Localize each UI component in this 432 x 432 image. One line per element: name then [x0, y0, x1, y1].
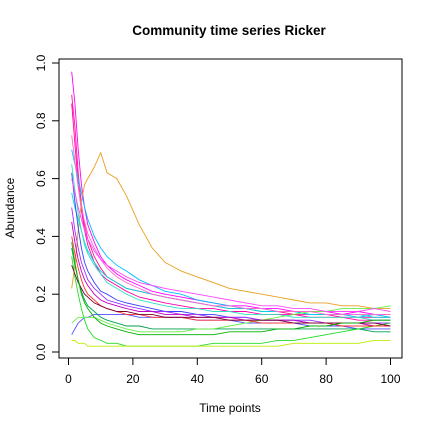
y-tick-label: 0.6	[34, 170, 48, 187]
series-line-11	[71, 247, 391, 333]
series-line-14	[71, 339, 391, 347]
series-line-10	[71, 221, 391, 327]
series-layer	[71, 71, 391, 347]
series-line-3	[71, 103, 391, 321]
series-line-20	[71, 242, 391, 336]
y-tick-label: 0.8	[34, 112, 48, 129]
x-tick-label: 20	[126, 372, 140, 386]
series-line-5	[71, 149, 391, 318]
y-tick-label: 0.2	[34, 286, 48, 303]
y-tick-label: 0.0	[34, 343, 48, 360]
series-line-15	[71, 236, 391, 327]
series-line-6	[71, 192, 391, 318]
series-line-4	[71, 151, 391, 310]
y-axis: 0.0 0.2 0.4 0.6 0.8 1.0	[34, 54, 60, 360]
x-tick-label: 40	[191, 372, 205, 386]
x-axis-label: Time points	[199, 401, 261, 415]
y-tick-label: 1.0	[34, 54, 48, 71]
series-line-9	[71, 207, 391, 324]
chart-title: Community time series Ricker	[132, 23, 326, 38]
series-line-18	[71, 164, 391, 321]
x-tick-label: 60	[255, 372, 269, 386]
y-axis-label: Abundance	[3, 177, 17, 238]
series-line-16	[71, 265, 391, 327]
y-tick-label: 0.4	[34, 228, 48, 245]
x-axis: 0 20 40 60 80 100	[65, 357, 401, 386]
x-tick-label: 80	[319, 372, 333, 386]
series-line-13	[71, 305, 391, 333]
series-line-19	[71, 178, 391, 312]
x-tick-label: 0	[65, 372, 72, 386]
x-tick-label: 100	[380, 372, 400, 386]
series-line-12	[71, 256, 391, 347]
series-line-17	[71, 135, 391, 315]
